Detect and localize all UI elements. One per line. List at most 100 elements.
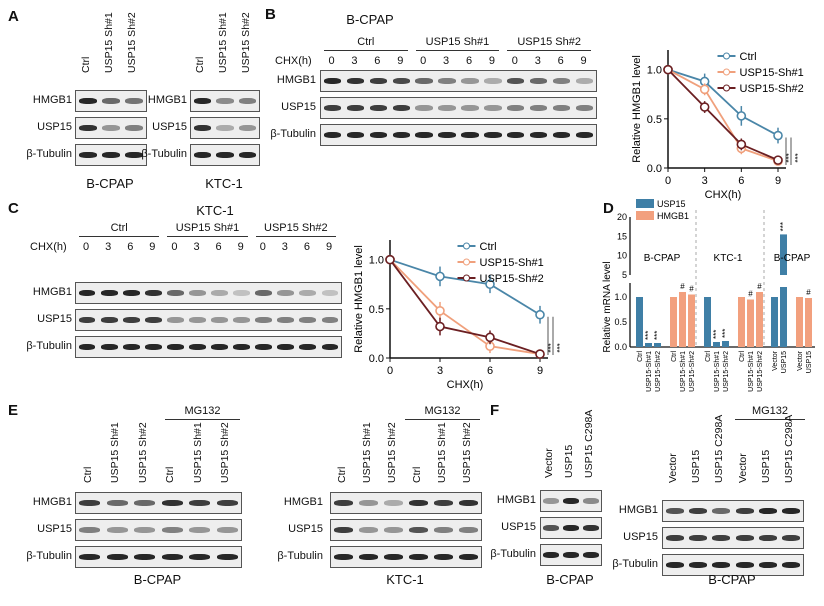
- lane-label-vector: Vector: [666, 453, 679, 483]
- hmgb1-band: [78, 290, 96, 296]
- x-tick-label: USP15-Sh#1: [714, 351, 721, 392]
- hmgb1-band: [759, 508, 777, 514]
- hmgb1-band: [100, 290, 118, 296]
- significance-mark: ***: [781, 153, 790, 162]
- usp15-band: [507, 105, 525, 111]
- series-line-1: [389, 259, 541, 355]
- data-point: [435, 271, 445, 282]
- hmgb1-blot-strip: [330, 492, 482, 514]
- y-tick-label: 1.0: [647, 65, 662, 77]
- legend-label: USP15-Sh#2: [480, 273, 544, 285]
- tubulin-row-label: β-Tubulin: [26, 550, 72, 562]
- panel-label-B: B: [265, 6, 276, 23]
- chx-time: 0: [420, 55, 427, 67]
- hmgb1-band: [78, 98, 97, 104]
- hmgb1-band: [321, 290, 339, 296]
- hmgb1-band: [415, 78, 433, 84]
- panel-label-C: C: [8, 200, 19, 217]
- usp15-row-label: USP15: [37, 523, 72, 535]
- usp15-band: [563, 525, 579, 531]
- tubulin-band: [459, 554, 478, 560]
- hmgb1-band: [189, 500, 211, 506]
- bar-chart-D: 0.0 0.5 1.0 5 10 15 20 Relative mRNA level Ctrl *…: [602, 199, 815, 392]
- tubulin-band: [759, 562, 777, 568]
- mg132-underline: [405, 419, 480, 420]
- legend-marker: [463, 258, 470, 266]
- chx-time: 0: [328, 55, 335, 67]
- x-tick-label: 9: [537, 365, 543, 377]
- lane-label-usp15: USP15: [563, 444, 575, 478]
- usp15-band: [759, 535, 777, 541]
- tubulin-band: [216, 554, 238, 560]
- bar: [747, 299, 754, 347]
- usp15-band: [369, 105, 387, 111]
- bar: [670, 297, 677, 347]
- hmgb1-band: [233, 290, 250, 296]
- usp15-band: [409, 527, 428, 533]
- tubulin-band: [665, 562, 684, 568]
- usp15-band: [334, 527, 353, 533]
- chx-time: 6: [465, 55, 473, 67]
- series-line-2: [389, 259, 541, 355]
- usp15-band: [459, 527, 478, 533]
- group-label: KTC-1: [714, 253, 743, 264]
- x-tick-label: Vector: [797, 350, 804, 371]
- usp15-band: [166, 317, 184, 323]
- tubulin-band: [125, 152, 144, 158]
- tubulin-band: [277, 344, 295, 350]
- tubulin-band: [78, 344, 96, 350]
- blot-title: B-CPAP: [346, 12, 394, 27]
- bar: [738, 297, 745, 347]
- hmgb1-band: [712, 508, 731, 514]
- data-point: [736, 139, 747, 150]
- data-point: [773, 130, 783, 141]
- significance-mark: #: [748, 290, 753, 299]
- line-chart-B: 0.0 0.5 1.0 0 3 6 9 CHX(h) Relative HMGB1 level C…: [631, 50, 804, 201]
- usp15-band: [106, 527, 128, 533]
- hmgb1-blot-strip: [75, 492, 242, 514]
- chx-time: 3: [281, 241, 288, 253]
- lane-label-ctrl: Ctrl: [164, 466, 177, 483]
- tubulin-band: [563, 552, 579, 558]
- chx-time: 3: [193, 241, 200, 253]
- legend-swatch-usp15: [636, 199, 654, 208]
- tubulin-band: [484, 132, 502, 138]
- usp15-band: [122, 317, 140, 323]
- tubulin-band: [216, 152, 234, 158]
- usp15-band: [689, 535, 707, 541]
- hmgb1-band: [782, 508, 801, 514]
- group-label-sh2: USP15 Sh#2: [264, 222, 328, 234]
- usp15-band: [161, 527, 183, 533]
- tubulin-band: [575, 132, 594, 138]
- tubulin-row-label: β-Tubulin: [26, 148, 72, 160]
- bar: [722, 341, 729, 347]
- hmgb1-band: [735, 508, 754, 514]
- hmgb1-row-label: HMGB1: [147, 94, 187, 106]
- hmgb1-band: [459, 500, 478, 506]
- tubulin-row-label: β-Tubulin: [277, 550, 323, 562]
- hmgb1-blot-strip: [190, 90, 260, 112]
- usp15-blot-strip: [75, 519, 242, 541]
- lane-label-sh1: USP15 Sh#1: [103, 12, 115, 73]
- usp15-blot-strip: [320, 97, 597, 119]
- hmgb1-band: [438, 78, 456, 84]
- hmgb1-band: [216, 500, 238, 506]
- chx-label: CHX(h): [275, 55, 312, 67]
- usp15-blot-strip: [662, 527, 804, 549]
- x-tick-label: 3: [702, 175, 708, 187]
- series-line-1: [667, 68, 779, 162]
- tubulin-band: [193, 152, 211, 158]
- group-underline: [507, 50, 591, 51]
- lane-label-sh1: USP15 Sh#1: [109, 422, 122, 483]
- x-tick-label: USP15-Sh#2: [655, 351, 662, 392]
- x-tick-label: USP15-Sh#2: [757, 351, 764, 392]
- tubulin-band: [583, 552, 599, 558]
- significance-mark: ***: [653, 331, 662, 340]
- chx-time: 9: [325, 241, 333, 253]
- y-tick-label: 0.0: [614, 342, 627, 352]
- tubulin-row-label: β-Tubulin: [270, 128, 316, 140]
- hmgb1-band: [277, 290, 295, 296]
- usp15-band: [712, 535, 731, 541]
- tubulin-blot-strip: [662, 554, 804, 576]
